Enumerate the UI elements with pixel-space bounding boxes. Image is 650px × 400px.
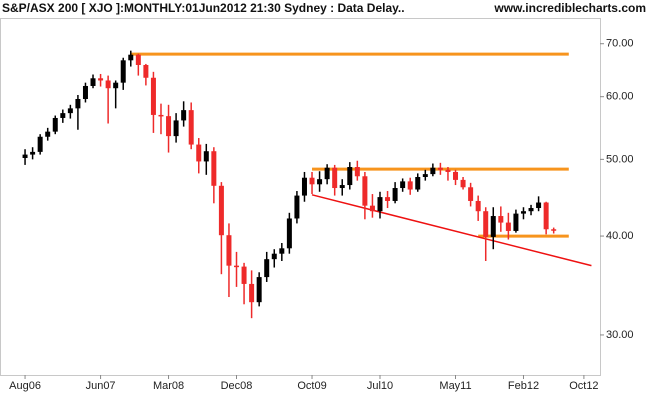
candle-body [105,80,111,89]
y-tick-label: 70.00 [606,38,634,50]
x-tick-label: Aug06 [9,380,41,392]
candle-body [166,116,172,137]
candle-body [483,211,489,237]
candle-body [400,181,406,189]
candle-body [226,235,232,266]
candle-body [45,131,51,137]
candle-body [317,179,323,185]
candle-body [150,77,156,115]
candle-body [98,78,104,81]
candle-body [437,167,443,170]
candle-body [113,82,119,89]
candle-body [143,64,149,78]
x-tick-label: Mar08 [153,380,184,392]
y-tick-label: 50.00 [606,153,634,165]
candle-body [551,229,557,231]
chart-title: S&P/ASX 200 [ XJO ]:MONTHLY:01Jun2012 21… [2,1,405,15]
candle-body [294,195,300,219]
x-tick-label: Dec08 [221,380,253,392]
candle-body [218,185,224,236]
candle-body [460,179,466,188]
candle-body [332,167,338,189]
candle-body [158,114,164,117]
candle-body [415,176,421,190]
candle-body [392,188,398,201]
candle-body [196,144,202,162]
candle-body [301,177,307,196]
candle-body [67,108,73,114]
source: www.incrediblecharts.com [493,1,646,15]
plot-frame [0,18,601,376]
candle-body [286,218,292,249]
x-tick-label: Feb12 [508,380,539,392]
candle-body [513,213,519,231]
candle-body [120,60,126,83]
candle-body [377,197,383,212]
candle-body [279,248,285,254]
candle-body [490,216,496,237]
candle-body [256,277,262,303]
candle-body [75,98,81,109]
candle-body [211,151,217,186]
y-tick-label: 30.00 [606,329,634,341]
candle-body [445,169,451,172]
candle-body [309,177,315,185]
y-tick-label: 40.00 [606,230,634,242]
candle-body [354,167,360,177]
x-tick-label: Jul10 [367,380,393,392]
candle-body [188,110,194,145]
candle-body [347,167,353,186]
candle-body [528,208,534,212]
candle-body [128,54,134,61]
candle-body [37,136,43,152]
candle-body [135,54,141,65]
candle-body [30,151,36,155]
candle-body [82,85,88,99]
candle-body [362,176,368,206]
candle-body [453,171,459,180]
candle-body [181,110,187,121]
candle-body [536,202,542,209]
candle-body [90,78,96,86]
candle-body [505,222,511,231]
candle-body [203,151,209,162]
candle-body [498,216,504,223]
candle-body [339,185,345,189]
candle-body [249,283,255,303]
x-tick-label: Oct12 [569,380,598,392]
candle-body [264,259,270,278]
candle-body [52,117,58,132]
candle-body [468,187,474,201]
candle-body [60,113,66,118]
candle-body [430,167,436,175]
trend-line [311,194,592,267]
candle-body [234,265,240,268]
candle-body [22,154,28,158]
x-tick-label: Jun07 [86,380,116,392]
candle-body [271,253,277,260]
candle-body [241,266,247,284]
candle-body [422,174,428,177]
candle-body [369,205,375,212]
candle-body [407,181,413,190]
candle-body [173,120,179,137]
candle-body [543,202,549,230]
candle-body [475,200,481,212]
x-tick-label: May11 [439,380,471,392]
y-tick-label: 60.00 [606,91,634,103]
candle-body [385,197,391,201]
candle-body [520,211,526,214]
x-tick-label: Oct09 [297,380,326,392]
candle-body [324,167,330,180]
